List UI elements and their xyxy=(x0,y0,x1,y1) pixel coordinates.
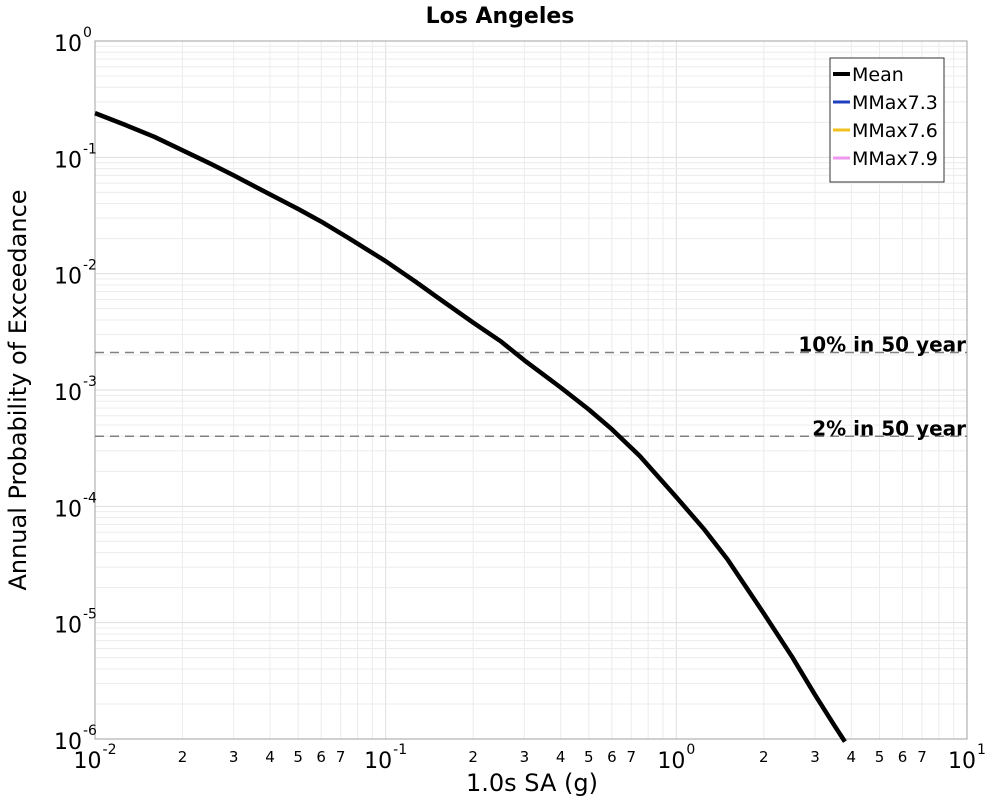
y-axis-label: Annual Probability of Exceedance xyxy=(4,189,32,590)
y-tick-label: 10-2 xyxy=(54,258,97,290)
chart-title: Los Angeles xyxy=(426,4,575,29)
legend-entry: Mean xyxy=(852,64,904,86)
y-tick-label: 10-5 xyxy=(54,607,97,639)
x-minor-tick-label: 7 xyxy=(917,748,927,766)
reference-line-label: 2% in 50 year xyxy=(812,416,966,440)
plot-frame xyxy=(94,40,968,740)
x-minor-tick-label: 3 xyxy=(810,748,820,766)
legend-entry: MMax7.6 xyxy=(852,120,938,142)
x-minor-tick-label: 2 xyxy=(468,748,478,766)
x-minor-tick-label: 4 xyxy=(265,748,275,766)
x-minor-tick-label: 6 xyxy=(898,748,908,766)
x-tick-label: 10-1 xyxy=(364,742,407,774)
legend-box xyxy=(829,57,945,183)
x-minor-tick-label: 2 xyxy=(759,748,769,766)
y-axis-ticks: 100 10-1 10-2 10-3 10-4 10-5 10-6 xyxy=(54,25,97,755)
series-line-mean xyxy=(94,111,847,743)
x-minor-tick-label: 3 xyxy=(229,748,239,766)
x-minor-tick-label: 7 xyxy=(627,748,637,766)
y-tick-label: 10-6 xyxy=(54,723,97,755)
reference-lines: 10% in 50 year 2% in 50 year xyxy=(95,333,967,440)
x-minor-tick-label: 5 xyxy=(875,748,885,766)
legend-entry: MMax7.9 xyxy=(852,148,938,170)
x-minor-tick-label: 2 xyxy=(178,748,188,766)
x-minor-tick-label: 6 xyxy=(607,748,617,766)
x-minor-tick-label: 5 xyxy=(584,748,594,766)
series-layer xyxy=(94,111,847,743)
x-tick-label: 10-2 xyxy=(74,742,117,774)
x-tick-label: 100 xyxy=(657,742,695,774)
x-axis-label: 1.0s SA (g) xyxy=(466,769,598,797)
legend: Mean MMax7.3 MMax7.6 MMax7.9 xyxy=(829,57,945,183)
x-minor-tick-label: 4 xyxy=(847,748,857,766)
legend-entry: MMax7.3 xyxy=(852,92,938,114)
x-minor-tick-label: 5 xyxy=(293,748,303,766)
x-minor-tick-label: 6 xyxy=(316,748,326,766)
x-minor-tick-label: 7 xyxy=(336,748,346,766)
x-minor-tick-label: 3 xyxy=(520,748,530,766)
x-tick-label: 101 xyxy=(948,742,986,774)
y-tick-label: 100 xyxy=(54,25,92,57)
reference-line-label: 10% in 50 year xyxy=(798,333,966,357)
y-tick-label: 10-3 xyxy=(54,374,97,406)
x-minor-tick-label: 4 xyxy=(556,748,566,766)
y-tick-label: 10-1 xyxy=(54,141,97,173)
y-tick-label: 10-4 xyxy=(54,490,97,522)
